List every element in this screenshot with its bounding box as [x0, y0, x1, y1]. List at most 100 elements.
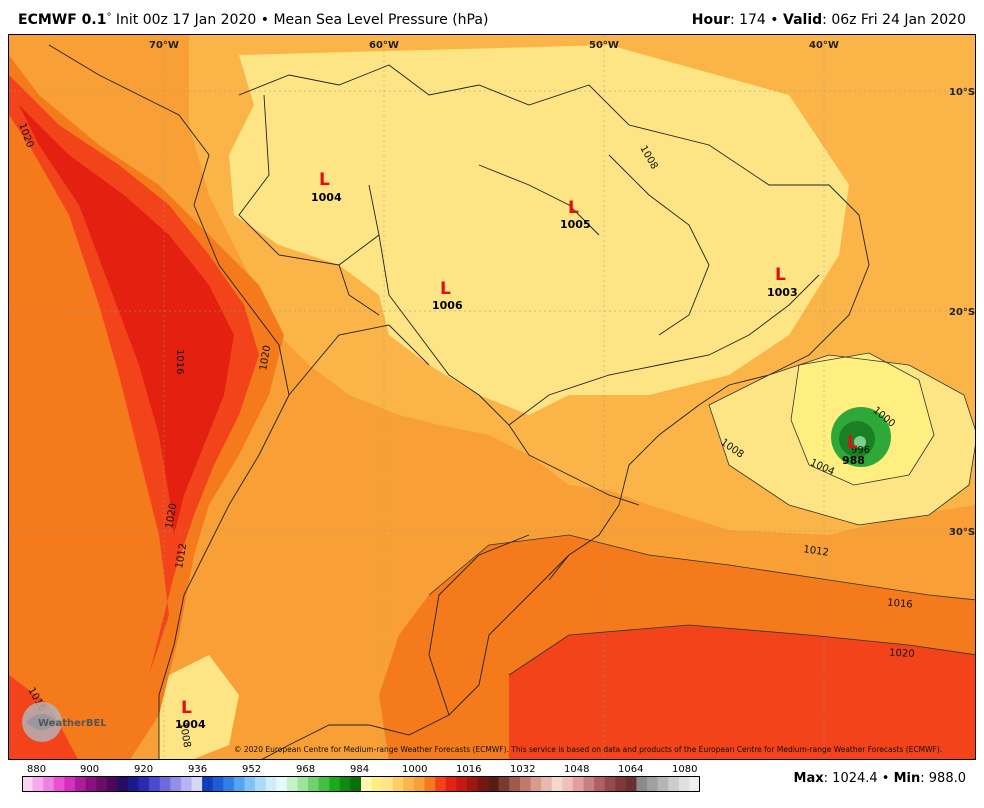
colorbar-label: 984: [350, 764, 370, 775]
colorbar-swatch: [625, 776, 637, 792]
colorbar-swatch: [96, 776, 108, 792]
colorbar-swatch: [244, 776, 256, 792]
lat-label-10s: 10°S: [949, 87, 975, 98]
colorbar-swatch: [509, 776, 521, 792]
colorbar-swatch: [477, 776, 489, 792]
copyright-notice: © 2020 European Centre for Medium-range …: [234, 745, 943, 754]
colorbar-swatch: [308, 776, 319, 792]
pressure-zone-1020: [509, 625, 975, 759]
colorbar-swatch: [541, 776, 552, 792]
logo-text: WeatherBELL: [38, 718, 106, 729]
pressure-zone-988: [854, 436, 866, 448]
stats-separator: •: [881, 771, 890, 786]
colorbar-swatch: [488, 776, 500, 792]
colorbar-swatch: [170, 776, 182, 792]
colorbar-swatch: [551, 776, 563, 792]
colorbar-swatch: [530, 776, 542, 792]
pressure-zone-1004: [229, 45, 849, 415]
low-marker: L: [319, 170, 330, 190]
pressure-zone-1024-andes: [19, 105, 234, 535]
colorbar-swatch: [53, 776, 65, 792]
colorbar-swatch: [64, 776, 76, 792]
low-pressure-value: 1005: [560, 218, 591, 231]
colorbar-swatch: [127, 776, 139, 792]
colorbar-swatch: [572, 776, 584, 792]
product-name: Mean Sea Level Pressure (hPa): [273, 12, 489, 28]
pressure-stats: Max: 1024.4 • Min: 988.0: [794, 771, 966, 786]
colorbar-swatch: [361, 776, 372, 792]
colorbar-swatch: [657, 776, 669, 792]
colorbar-swatch: [636, 776, 648, 792]
map-canvas: 70°W 60°W 50°W 40°W 10°S 20°S 30°S 1020 …: [9, 35, 975, 759]
colorbar-label: 880: [27, 764, 47, 775]
low-pressure-center: L 988: [842, 433, 865, 467]
max-label: Max: [793, 771, 824, 786]
colorbar-swatch: [117, 776, 129, 792]
colorbar-swatch: [456, 776, 468, 792]
colorbar-swatch: [498, 776, 510, 792]
colorbar-label: 1064: [618, 764, 644, 775]
max-value: : 1024.4: [823, 771, 878, 786]
colorbar-swatch: [191, 776, 203, 792]
logo-graphic: WeatherBELL: [22, 702, 114, 742]
colorbar-swatch: [424, 776, 436, 792]
colorbar-swatch: [297, 776, 309, 792]
colorbar-swatch: [403, 776, 415, 792]
graticule: [9, 35, 975, 759]
colorbar-swatch: [318, 776, 330, 792]
colorbar-swatch: [233, 776, 245, 792]
init-time: Init 00z 17 Jan 2020: [115, 12, 257, 28]
colorbar-label: 936: [188, 764, 208, 775]
colorbar-swatch: [85, 776, 97, 792]
colorbar-label: 920: [134, 764, 154, 775]
isobar-label: 1020: [258, 344, 273, 371]
lon-label-40w: 40°W: [809, 40, 839, 51]
colorbar-swatch: [392, 776, 404, 792]
colorbar-label: 900: [80, 764, 100, 775]
colorbar-label: 968: [296, 764, 316, 775]
colorbar-swatch: [329, 776, 341, 792]
low-pressure-value: 1004: [311, 191, 342, 204]
degree-mark: °: [106, 12, 112, 23]
colorbar-swatch: [413, 776, 425, 792]
pressure-colorbar: [22, 776, 701, 792]
isobar-lines: [428, 352, 975, 676]
title: ECMWF 0.1° Init 00z 17 Jan 2020 • Mean S…: [18, 12, 488, 28]
lat-label-30s: 30°S: [949, 527, 975, 538]
colorbar-swatch: [445, 776, 457, 792]
colorbar-swatch: [371, 776, 383, 792]
lon-label-60w: 60°W: [369, 40, 399, 51]
title-separator: •: [260, 12, 269, 28]
colorbar-swatch: [350, 776, 362, 792]
colorbar-cells: [22, 776, 701, 792]
colorbar-swatch: [32, 776, 44, 792]
colorbar-swatch: [255, 776, 266, 792]
colorbar-swatch: [435, 776, 447, 792]
colorbar-swatch: [466, 776, 478, 792]
hour-label: Hour: [691, 12, 730, 28]
colorbar-swatch: [604, 776, 616, 792]
colorbar-swatch: [594, 776, 605, 792]
colorbar-swatch: [223, 776, 235, 792]
colorbar-swatch: [265, 776, 277, 792]
pressure-zone-1020-andes: [9, 75, 259, 675]
low-pressure-value: 1003: [767, 286, 798, 299]
colorbar-label: 952: [242, 764, 262, 775]
colorbar-swatch: [583, 776, 595, 792]
isobar-label: 1016: [887, 598, 913, 611]
low-marker: L: [775, 265, 786, 285]
colorbar-label: 1000: [402, 764, 428, 775]
colorbar-swatch: [339, 776, 351, 792]
colorbar-swatch: [159, 776, 171, 792]
low-pressure-center: L 1005: [560, 198, 591, 231]
lon-label-50w: 50°W: [589, 40, 619, 51]
colorbar-swatch: [149, 776, 161, 792]
colorbar-swatch: [519, 776, 531, 792]
lat-label-20s: 20°S: [949, 307, 975, 318]
pressure-map: 70°W 60°W 50°W 40°W 10°S 20°S 30°S 1020 …: [8, 34, 976, 760]
low-pressure-center: L 1003: [767, 265, 798, 299]
country-borders: [48, 44, 870, 759]
isobar-label: 996: [851, 445, 870, 456]
header: ECMWF 0.1° Init 00z 17 Jan 2020 • Mean S…: [0, 0, 984, 34]
low-marker: L: [440, 279, 451, 299]
